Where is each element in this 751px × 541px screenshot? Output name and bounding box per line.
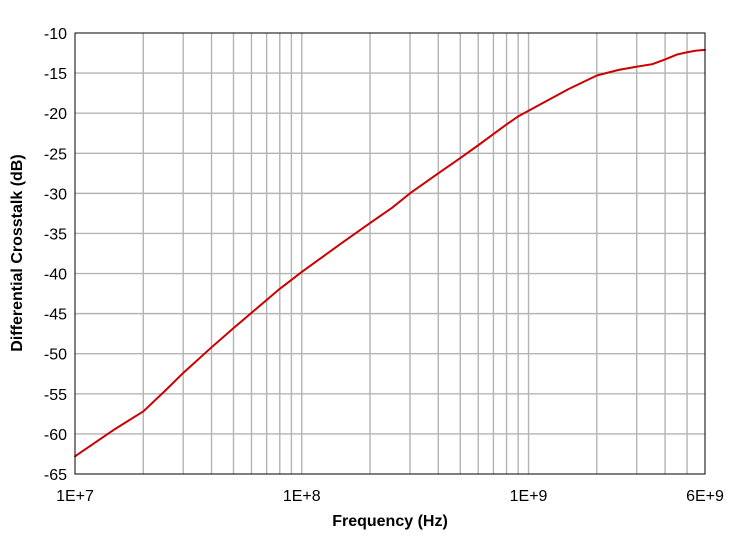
series-line xyxy=(74,48,706,458)
y-axis-title: Differential Crosstalk (dB) xyxy=(9,154,26,351)
y-tick-label: -10 xyxy=(44,26,67,43)
plot-frame xyxy=(74,32,706,475)
tick-layer: -10 -15 -20 -25 -30 -35 -40 -45 -50 -55 -60 -65 1E+7… xyxy=(44,26,724,505)
y-tick-label: -20 xyxy=(44,106,67,123)
x-axis-title: Frequency (Hz) xyxy=(332,513,448,530)
x-tick-label: 6E+9 xyxy=(686,488,724,505)
y-tick-label: -35 xyxy=(44,226,67,243)
series-layer xyxy=(74,48,706,458)
x-tick-label: 1E+8 xyxy=(283,488,321,505)
y-tick-label: -40 xyxy=(44,267,67,284)
x-tick-label: 1E+9 xyxy=(510,488,548,505)
y-tick-label: -60 xyxy=(44,427,67,444)
y-tick-label: -65 xyxy=(44,467,67,484)
y-tick-label: -55 xyxy=(44,387,67,404)
y-tick-label: -50 xyxy=(44,347,67,364)
y-tick-label: -15 xyxy=(44,66,67,83)
y-tick-label: -25 xyxy=(44,146,67,163)
y-tick-label: -30 xyxy=(44,186,67,203)
grid-layer xyxy=(75,33,705,474)
x-tick-label: 1E+7 xyxy=(56,488,94,505)
y-tick-label: -45 xyxy=(44,307,67,324)
